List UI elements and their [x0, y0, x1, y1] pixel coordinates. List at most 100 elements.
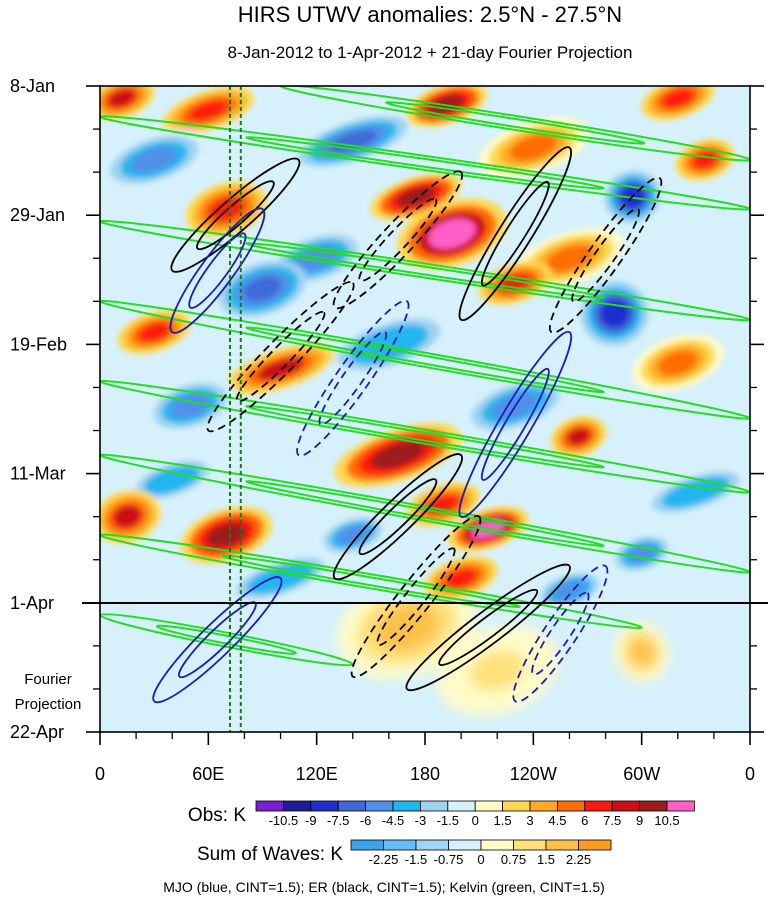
contour-ring-17-0 [458, 330, 573, 518]
obsBar-swatch-0 [255, 800, 284, 812]
anomaly-cell-3 [641, 86, 715, 121]
contour-ring-2-1 [245, 326, 605, 394]
contour-ring-19-0 [296, 299, 410, 457]
contour-ring-16-1 [188, 232, 247, 309]
contour-ring-10-1 [358, 478, 438, 556]
wavesBar-level-label-6: 2.25 [566, 852, 591, 867]
wavesBar-level-label-1: -1.5 [405, 852, 427, 867]
contour-er-12 [332, 170, 464, 310]
waves-colorbar-label: Sum of Waves: K [197, 844, 343, 865]
wavesBar-level-label-2: -0.75 [434, 852, 464, 867]
obsBar-swatch-1 [282, 800, 312, 812]
contour-mjo-17 [458, 330, 573, 518]
contour-er-13 [548, 176, 663, 334]
contour-ring-0-1 [245, 136, 605, 190]
wavesBar-swatch-6 [545, 839, 579, 851]
obsBar-level-label-7: 0 [472, 813, 479, 828]
contour-ring-3-0 [100, 379, 750, 494]
anomaly-cell-20 [632, 334, 724, 392]
contour-ring-19-1 [318, 330, 388, 426]
contour-ring-0-0 [100, 115, 750, 211]
x-tick-label-3: 180 [410, 764, 440, 784]
obsBar-swatch-14 [639, 800, 668, 812]
obsBar-level-label-2: -7.5 [327, 813, 349, 828]
obsBar-swatch-11 [557, 800, 586, 812]
contour-er-11 [405, 563, 571, 692]
obsBar-swatch-5 [392, 800, 421, 812]
contour-ring-20-1 [531, 591, 590, 676]
obsBar-level-label-13: 9 [636, 813, 643, 828]
obsBar-level-label-12: 7.5 [603, 813, 621, 828]
anomaly-cell-11 [397, 198, 508, 270]
contour-ring-13-1 [571, 207, 640, 303]
contour-ring-15-1 [376, 547, 456, 646]
obsBar-level-label-4: -4.5 [382, 813, 404, 828]
contour-ring-12-0 [332, 170, 464, 310]
contour-er-15 [350, 515, 482, 679]
y-tick-label-4: 1-Apr [10, 593, 54, 613]
contour-ring-14-0 [206, 281, 355, 433]
contour-er-9 [458, 146, 573, 322]
x-axis: 0 60E 120E 180 120W 60W 0 [95, 85, 755, 784]
observed-anomaly-shading [100, 86, 750, 603]
y-tick-label-5: 22-Apr [10, 722, 64, 742]
wavesBar-level-label-4: 0.75 [501, 852, 526, 867]
obsBar-swatch-2 [310, 800, 339, 812]
wavesBar-level-label-3: 0 [477, 852, 484, 867]
contour-ring-8-0 [170, 157, 301, 273]
obsBar-level-label-11: 6 [581, 813, 588, 828]
wavesBar-swatch-2 [415, 839, 449, 851]
wavesBar-level-label-0: -2.25 [369, 852, 399, 867]
x-tick-label-2: 120E [296, 764, 338, 784]
contour-ring-3-1 [245, 405, 605, 469]
contour-ring-20-0 [512, 564, 609, 703]
obsBar-level-label-10: 4.5 [548, 813, 566, 828]
contour-ring-17-1 [480, 367, 550, 481]
y-tick-label-3: 11-Mar [10, 464, 66, 484]
wavesBar-swatch-0 [350, 839, 384, 851]
x-tick-label-0: 0 [95, 764, 105, 784]
x-tick-label-5: 60W [623, 764, 660, 784]
contour-mjo-16 [169, 207, 266, 334]
contour-ring-9-0 [458, 146, 573, 322]
anomaly-cell-37 [105, 632, 276, 721]
y-axis: 8-Jan 29-Jan 19-Feb 11-Mar 1-Apr 22-Apr [10, 76, 764, 742]
contour-ring-7-1 [385, 101, 646, 145]
contour-kelvin-0 [100, 115, 750, 211]
obsBar-level-label-0: -10.5 [269, 813, 299, 828]
contour-ring-15-0 [350, 515, 482, 679]
fourier-label-line1: Fourier [24, 671, 72, 688]
contour-ring-7-0 [279, 86, 750, 162]
anomaly-cell-21 [144, 377, 237, 435]
contour-ring-9-1 [480, 180, 550, 287]
obsBar-swatch-3 [337, 800, 367, 812]
obs-colorbar-label: Obs: K [188, 805, 246, 826]
contour-ring-4-1 [245, 480, 605, 547]
projected-anomaly-shading [100, 603, 750, 732]
fourier-label-line2: Projection [15, 696, 82, 713]
contour-ring-11-0 [405, 563, 571, 692]
anomaly-cell-28 [100, 489, 161, 544]
wavesBar-swatch-5 [513, 839, 547, 851]
x-tick-label-6: 0 [745, 764, 755, 784]
anomaly-cell-17 [117, 310, 191, 354]
contour-kelvin-7 [279, 86, 750, 162]
obsBar-swatch-10 [529, 800, 558, 812]
contour-er-14 [206, 281, 355, 433]
wavesBar-swatch-4 [480, 839, 514, 851]
obsBar-level-label-8: 1.5 [494, 813, 512, 828]
obsBar-swatch-9 [502, 800, 531, 812]
chart-subtitle: 8-Jan-2012 to 1-Apr-2012 + 21-day Fourie… [228, 43, 633, 62]
wavesBar-swatch-7 [578, 839, 612, 851]
obsBar-swatch-15 [666, 800, 695, 812]
contour-mjo-19 [296, 299, 410, 457]
contour-ring-16-0 [169, 207, 266, 334]
y-tick-label-1: 29-Jan [10, 205, 65, 225]
contour-ring-1-1 [245, 242, 605, 299]
contour-ring-6-1 [155, 624, 297, 655]
contour-ring-5-1 [220, 554, 521, 608]
obsBar-swatch-13 [611, 800, 641, 812]
anomaly-cell-26 [641, 466, 750, 518]
contour-ring-10-0 [332, 453, 463, 581]
